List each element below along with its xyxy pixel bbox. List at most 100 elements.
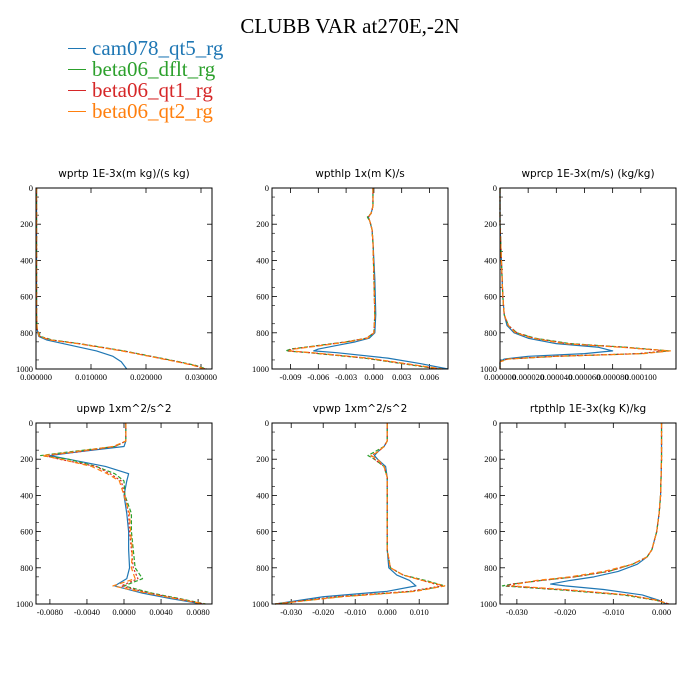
y-tick-label: 200: [256, 454, 269, 464]
plot-frame: [499, 422, 677, 605]
y-tick-label: 800: [20, 328, 33, 338]
y-tick-label: 600: [256, 527, 269, 537]
series-line: [499, 188, 670, 369]
x-tick-label: 0.000060: [569, 372, 601, 382]
plot-frame: [35, 187, 213, 370]
panel-title: wprcp 1E-3x(m/s) (kg/kg): [521, 168, 654, 180]
x-tick-label: 0.000020: [512, 372, 544, 382]
y-tick-label: 400: [256, 490, 269, 500]
figure-title: CLUBB VAR at270E,-2N: [240, 14, 460, 38]
legend-swatch: [68, 47, 86, 49]
x-tick-label: -0.030: [280, 607, 302, 617]
legend-item: cam078_qt5_rg: [68, 38, 223, 59]
legend-swatch: [68, 110, 86, 112]
series-line: [35, 188, 128, 370]
y-tick-label: 800: [484, 563, 497, 573]
x-tick-label: 0.000000: [20, 372, 52, 382]
x-tick-label: 0.000: [364, 372, 383, 382]
series-line: [275, 423, 446, 605]
x-tick-label: 0.000: [652, 607, 671, 617]
y-tick-label: 200: [20, 454, 33, 464]
legend-label: beta06_dflt_rg: [92, 57, 216, 81]
y-tick-label: 400: [20, 255, 33, 265]
x-tick-label: -0.009: [280, 372, 302, 382]
series-line: [511, 423, 669, 605]
y-tick-label: 200: [256, 219, 269, 229]
x-tick-label: 0.000000: [484, 372, 516, 382]
panel-title: rtpthlp 1E-3x(kg K)/kg: [530, 403, 646, 415]
y-tick-label: 800: [484, 328, 497, 338]
x-tick-label: 0.000: [378, 607, 397, 617]
series-line: [499, 188, 667, 369]
y-tick-label: 0: [493, 183, 497, 193]
plot-frame: [499, 187, 677, 370]
series-line: [499, 188, 614, 369]
series-line: [287, 188, 441, 370]
y-tick-label: 1000: [480, 599, 497, 609]
series-line: [501, 423, 669, 605]
legend-swatch: [68, 89, 86, 91]
y-tick-label: 800: [256, 328, 269, 338]
y-tick-label: 200: [20, 219, 33, 229]
x-tick-label: 0.010: [410, 607, 429, 617]
x-tick-label: 0.003: [392, 372, 411, 382]
series-line: [44, 423, 204, 605]
x-tick-label: 0.0080: [186, 607, 209, 617]
y-tick-label: 1000: [16, 599, 33, 609]
series-line: [41, 423, 205, 605]
legend-label: beta06_qt2_rg: [92, 99, 213, 123]
y-tick-label: 400: [484, 255, 497, 265]
x-tick-label: -0.010: [344, 607, 366, 617]
series-line: [499, 188, 671, 369]
series-line: [35, 188, 205, 370]
series-line: [506, 423, 669, 605]
series-line: [275, 423, 446, 605]
series-line: [49, 423, 203, 605]
y-tick-label: 600: [484, 527, 497, 537]
x-tick-label: 0.0040: [149, 607, 172, 617]
series-line: [275, 423, 417, 605]
x-tick-label: 0.010000: [75, 372, 107, 382]
y-tick-label: 600: [20, 292, 33, 302]
y-tick-label: 200: [484, 219, 497, 229]
panel-title: wprtp 1E-3x(m kg)/(s kg): [58, 168, 189, 180]
series-line: [275, 423, 443, 605]
legend-item: beta06_qt1_rg: [68, 80, 223, 101]
series-line: [40, 423, 206, 605]
x-tick-label: 0.000080: [597, 372, 629, 382]
legend-swatch: [68, 68, 86, 70]
legend-label: cam078_qt5_rg: [92, 36, 224, 60]
y-tick-label: 400: [256, 255, 269, 265]
plot-frame: [35, 422, 213, 605]
series-line: [289, 188, 443, 370]
x-tick-label: 0.030000: [185, 372, 217, 382]
y-tick-label: 400: [20, 490, 33, 500]
x-tick-label: 0.006: [420, 372, 439, 382]
y-tick-label: 600: [484, 292, 497, 302]
x-tick-label: -0.003: [335, 372, 357, 382]
y-tick-label: 800: [256, 563, 269, 573]
x-tick-label: -0.010: [602, 607, 624, 617]
y-tick-label: 200: [484, 454, 497, 464]
legend-label: beta06_qt1_rg: [92, 78, 213, 102]
y-tick-label: 0: [265, 418, 269, 428]
y-tick-label: 600: [20, 527, 33, 537]
x-tick-label: -0.0080: [37, 607, 63, 617]
x-tick-label: -0.0040: [74, 607, 100, 617]
y-tick-label: 1000: [252, 599, 269, 609]
x-tick-label: -0.020: [312, 607, 334, 617]
plot-frame: [271, 187, 449, 370]
y-tick-label: 1000: [16, 364, 33, 374]
x-tick-label: 0.020000: [130, 372, 162, 382]
y-tick-label: 0: [265, 183, 269, 193]
y-tick-label: 800: [20, 563, 33, 573]
y-tick-label: 0: [29, 418, 33, 428]
panel-title: wpthlp 1x(m K)/s: [315, 168, 405, 180]
y-tick-label: 0: [29, 183, 33, 193]
x-tick-label: -0.020: [554, 607, 576, 617]
panel-title: vpwp 1xm^2/s^2: [313, 403, 408, 415]
x-tick-label: -0.006: [307, 372, 329, 382]
x-tick-label: 0.0000: [112, 607, 135, 617]
legend: cam078_qt5_rg beta06_dflt_rg beta06_qt1_…: [68, 38, 223, 122]
